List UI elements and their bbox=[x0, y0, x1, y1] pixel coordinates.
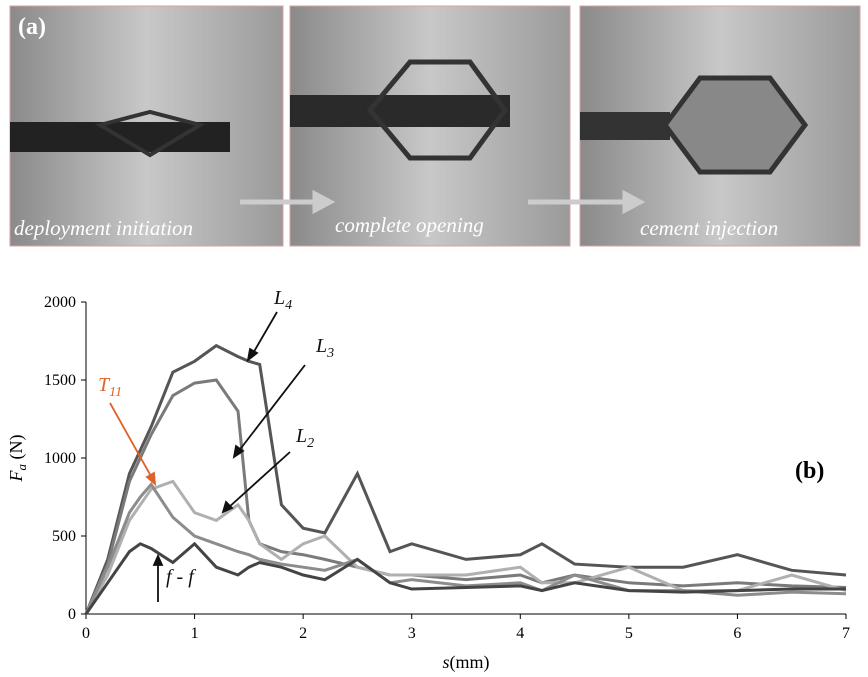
curve-label: L4 bbox=[273, 287, 292, 313]
x-tick-label: 4 bbox=[516, 625, 524, 642]
y-tick-label: 1500 bbox=[44, 372, 76, 389]
y-tick-label: 500 bbox=[52, 528, 76, 545]
caption: cement injection bbox=[640, 216, 778, 240]
caption: deployment initiation bbox=[14, 216, 193, 240]
curve-label-text: L bbox=[273, 287, 285, 309]
caption: complete opening bbox=[335, 213, 484, 237]
curve-label: L3 bbox=[315, 335, 334, 361]
curve-label-sub: 4 bbox=[285, 298, 292, 313]
curve-label-sub: 2 bbox=[307, 436, 314, 451]
y-axis-label: Fa (N) bbox=[6, 435, 29, 483]
x-tick-label: 2 bbox=[299, 625, 307, 642]
x-tick-label: 1 bbox=[191, 625, 199, 642]
x-tick-label: 3 bbox=[408, 625, 416, 642]
x-label-unit: (mm) bbox=[450, 652, 490, 673]
curve-label: L2 bbox=[295, 425, 314, 451]
y-tick-label: 2000 bbox=[44, 294, 76, 311]
curve-label: f - f bbox=[166, 566, 196, 588]
curve-label-sub: 11 bbox=[109, 385, 122, 400]
x-axis-label: s(mm) bbox=[442, 652, 489, 673]
arrow bbox=[154, 556, 162, 602]
y-tick-label: 0 bbox=[68, 606, 76, 623]
panel-label: (b) bbox=[795, 458, 824, 484]
curve-label-text: f - f bbox=[166, 566, 196, 588]
arrow bbox=[234, 365, 305, 457]
curve-label-sub: 3 bbox=[326, 346, 334, 361]
data-line bbox=[86, 380, 846, 614]
curve-label-text: L bbox=[315, 335, 327, 357]
x-tick-label: 0 bbox=[82, 625, 90, 642]
curve-label-text: L bbox=[295, 425, 307, 447]
image-detail bbox=[290, 95, 510, 127]
y-tick-label: 1000 bbox=[44, 450, 76, 467]
x-tick-label: 7 bbox=[842, 625, 850, 642]
panel-label: (a) bbox=[18, 14, 46, 40]
x-tick-label: 5 bbox=[625, 625, 633, 642]
image-detail bbox=[580, 112, 670, 140]
x-label-var: s bbox=[442, 652, 449, 672]
y-label-unit: (N) bbox=[6, 435, 27, 465]
x-tick-label: 6 bbox=[733, 625, 741, 642]
curve-label: T11 bbox=[98, 374, 122, 400]
xray-images: (a) deployment initiation complete openi… bbox=[10, 6, 860, 246]
arrow bbox=[248, 312, 277, 360]
figure: (a) deployment initiation complete openi… bbox=[0, 0, 868, 677]
